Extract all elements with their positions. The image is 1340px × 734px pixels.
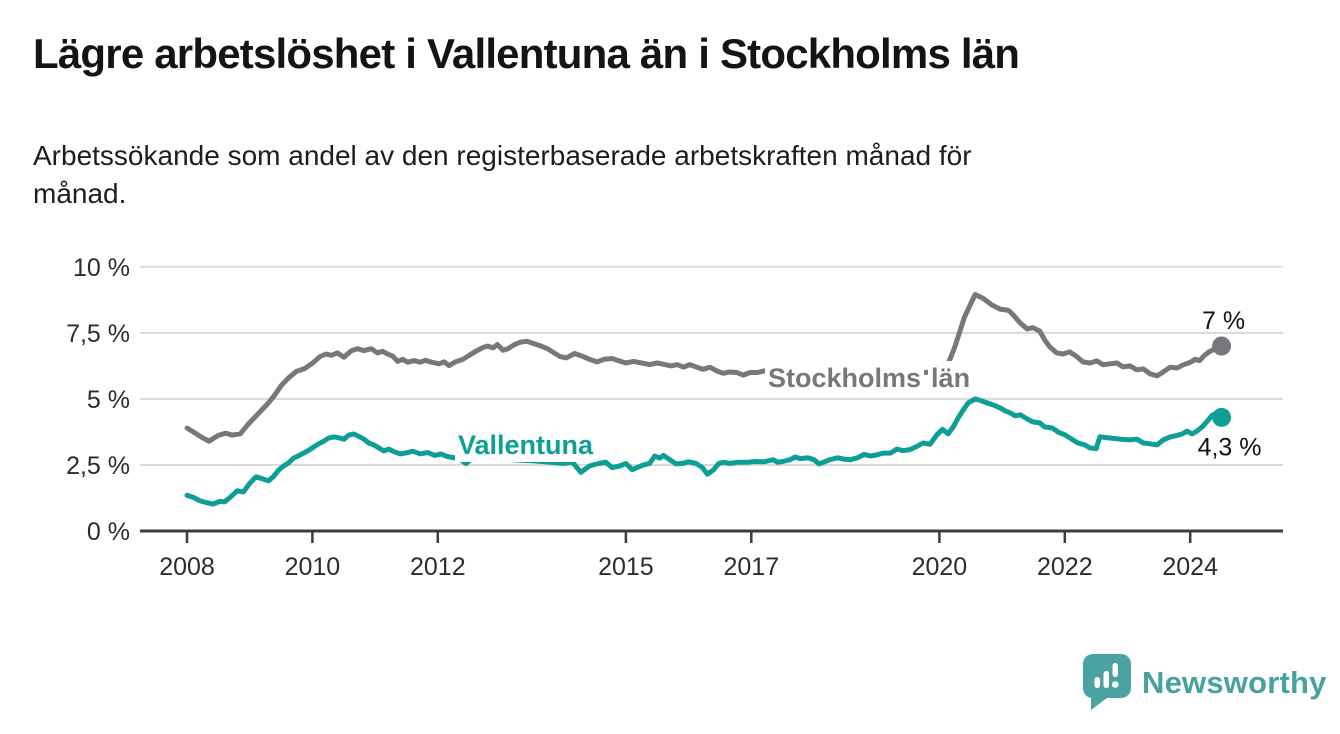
- series-label-vallentuna-word-0: Vallentuna: [458, 430, 594, 460]
- x-axis-label-2010: 2010: [285, 553, 341, 581]
- y-axis-label-2.5: 2,5 %: [66, 452, 130, 480]
- end-value-label-stockholm: 7 %: [1202, 307, 1245, 335]
- series-line-vallentuna: [184, 396, 1224, 507]
- subtitle-line-2: månad.: [33, 178, 127, 209]
- y-axis-label-5: 5 %: [87, 386, 130, 414]
- x-axis-label-2020: 2020: [912, 553, 968, 581]
- x-axis-label-2017: 2017: [723, 553, 779, 581]
- series-label-stockholm-word-1: län: [931, 363, 970, 393]
- x-axis-label-2024: 2024: [1162, 553, 1218, 581]
- end-dot-stockholm: [1212, 336, 1232, 356]
- page-title: Lägre arbetslöshet i Vallentuna än i Sto…: [33, 30, 1020, 77]
- bar-medium: [1103, 671, 1109, 688]
- exclamation-dot: [1111, 681, 1119, 688]
- newsworthy-brand: Newsworthy: [1083, 654, 1327, 711]
- y-axis-label-7.5: 7,5 %: [66, 320, 130, 348]
- bar-short: [1094, 677, 1100, 688]
- end-dot-vallentuna: [1212, 407, 1232, 427]
- unemployment-line-chart: 0 % 2,5 % 5 % 7,5 % 10 % 2008 2010 2012 2015 2017…: [66, 254, 1283, 581]
- page-subtitle: Arbetssökande som andel av den registerb…: [33, 137, 1313, 213]
- series-label-bg-stockholm-word-0: [765, 361, 925, 395]
- series-label-stockholm-word-0: Stockholms: [768, 363, 921, 393]
- series-line-stockholm: [184, 292, 1224, 444]
- newsworthy-logo-icon: [1083, 654, 1131, 710]
- end-value-label-vallentuna: 4,3 %: [1198, 433, 1262, 461]
- x-axis-label-2015: 2015: [598, 553, 654, 581]
- series-label-bg-vallentuna-word-0: [455, 428, 598, 462]
- y-axis-label-0: 0 %: [87, 518, 130, 546]
- series-label-bg-stockholm-word-1: [928, 361, 974, 395]
- x-axis-label-2012: 2012: [410, 553, 466, 581]
- brand-name: Newsworthy: [1142, 664, 1327, 700]
- x-axis-label-2022: 2022: [1037, 553, 1093, 581]
- y-axis-label-10: 10 %: [73, 254, 130, 282]
- bar-tall-exclamation: [1112, 663, 1118, 677]
- x-axis-label-2008: 2008: [159, 553, 215, 581]
- subtitle-line-1: Arbetssökande som andel av den registerb…: [33, 140, 972, 171]
